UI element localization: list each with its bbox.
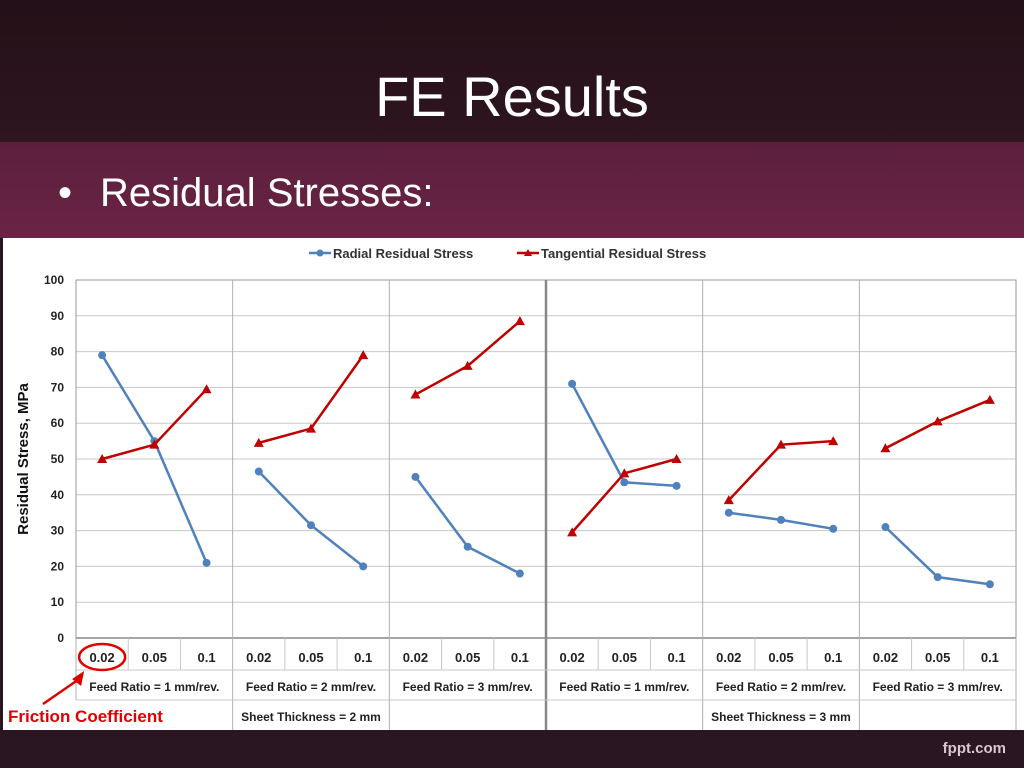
radial-point [620, 478, 629, 487]
y-tick-label: 0 [57, 631, 64, 645]
group-label: Feed Ratio = 3 mm/rev. [403, 680, 533, 694]
bullet-text: Residual Stresses: [100, 171, 434, 215]
radial-point [307, 521, 315, 530]
y-tick-label: 90 [51, 309, 65, 323]
x-tick-label: 0.1 [668, 650, 686, 665]
radial-point [985, 580, 994, 589]
bullet-band [0, 142, 1024, 238]
legend-marker [316, 249, 324, 257]
tangential-point [410, 389, 421, 399]
title-band [0, 0, 1024, 142]
group-label: Feed Ratio = 2 mm/rev. [246, 680, 376, 694]
legend-marker [524, 249, 532, 256]
x-tick-label: 0.05 [142, 650, 167, 665]
x-tick-label: 0.1 [824, 650, 842, 665]
x-tick-label: 0.05 [455, 650, 480, 665]
radial-point [463, 542, 472, 551]
radial-point [672, 481, 681, 490]
y-tick-label: 40 [51, 488, 65, 502]
y-tick-label: 60 [51, 416, 65, 430]
radial-point [202, 558, 211, 567]
friction-coefficient-label: Friction Coefficient [8, 707, 163, 726]
radial-point [724, 508, 733, 517]
radial-point [568, 379, 577, 388]
y-tick-label: 30 [51, 524, 65, 538]
radial-point [881, 523, 890, 532]
tangential-point [97, 454, 108, 463]
tangential-point [253, 437, 264, 447]
y-tick-label: 80 [51, 345, 65, 359]
tangential-point [306, 423, 316, 433]
x-tick-label: 0.02 [246, 650, 271, 665]
sheet-thickness-label: Sheet Thickness = 2 mm [241, 710, 381, 724]
x-tick-label: 0.1 [354, 650, 372, 665]
radial-point [98, 351, 107, 360]
legend-label: Tangential Residual Stress [541, 246, 706, 261]
residual-stress-chart: 0 10 20 30 40 50 60 70 80 90 100 0.02 0.05 0.1 Feed Ra… [8, 246, 1017, 730]
legend-label: Radial Residual Stress [333, 246, 473, 261]
tangential-point [671, 454, 682, 463]
y-tick-label: 50 [51, 452, 65, 466]
radial-point [254, 467, 263, 476]
tangential-series-line [727, 439, 834, 502]
y-tick-label: 20 [51, 559, 65, 573]
radial-series-line [414, 476, 521, 575]
group-label: Feed Ratio = 2 mm/rev. [716, 680, 846, 694]
x-tick-label: 0.1 [981, 650, 999, 665]
y-tick-label: 70 [51, 380, 65, 394]
x-tick-label: 0.1 [198, 650, 216, 665]
group-label: Feed Ratio = 1 mm/rev. [89, 680, 219, 694]
friction-arrow-head [72, 671, 85, 686]
x-tick-label: 0.05 [925, 650, 950, 665]
bullet-item: • Residual Stresses: [58, 168, 433, 218]
friction-highlight-ellipse [77, 642, 127, 672]
radial-point [359, 562, 368, 571]
y-tick-label: 100 [44, 273, 64, 287]
bullet-dot: • [58, 171, 73, 215]
x-tick-label: 0.02 [89, 650, 114, 665]
tangential-point [828, 436, 839, 446]
tangential-point [619, 468, 630, 478]
x-tick-label: 0.02 [403, 650, 428, 665]
chart-panel: 0 10 20 30 40 50 60 70 80 90 100 0.02 0.05 0.1 Feed Ra… [3, 238, 1024, 730]
tangential-point [149, 439, 160, 449]
tangential-point [514, 316, 525, 326]
x-tick-label: 0.05 [768, 650, 793, 665]
footer-brand: fppt.com [942, 740, 1006, 757]
tangential-point [567, 527, 578, 537]
group-label: Feed Ratio = 3 mm/rev. [873, 680, 1003, 694]
x-tick-label: 0.02 [559, 650, 584, 665]
footer-band [0, 730, 1024, 768]
tangential-point [932, 416, 943, 426]
tangential-point [201, 384, 212, 394]
x-tick-label: 0.05 [298, 650, 323, 665]
tangential-point [984, 394, 995, 404]
slide-title: FE Results [375, 65, 649, 128]
x-tick-label: 0.02 [873, 650, 898, 665]
x-tick-label: 0.02 [716, 650, 741, 665]
y-axis-title: Residual Stress, MPa [15, 382, 32, 534]
radial-point [829, 524, 838, 533]
tangential-point [462, 360, 473, 370]
x-tick-label: 0.1 [511, 650, 529, 665]
y-tick-label: 10 [51, 595, 65, 609]
tangential-point [723, 495, 734, 505]
radial-point [933, 573, 942, 582]
tangential-point [358, 350, 369, 360]
radial-point [777, 515, 785, 524]
radial-series-line [257, 470, 364, 568]
radial-point [515, 569, 524, 578]
group-label: Feed Ratio = 1 mm/rev. [559, 680, 689, 694]
x-tick-label: 0.05 [612, 650, 637, 665]
tangential-point [776, 439, 786, 449]
tangential-series-line [414, 320, 521, 396]
radial-point [411, 472, 420, 481]
tangential-point [880, 443, 891, 453]
sheet-thickness-label: Sheet Thickness = 3 mm [711, 710, 851, 724]
